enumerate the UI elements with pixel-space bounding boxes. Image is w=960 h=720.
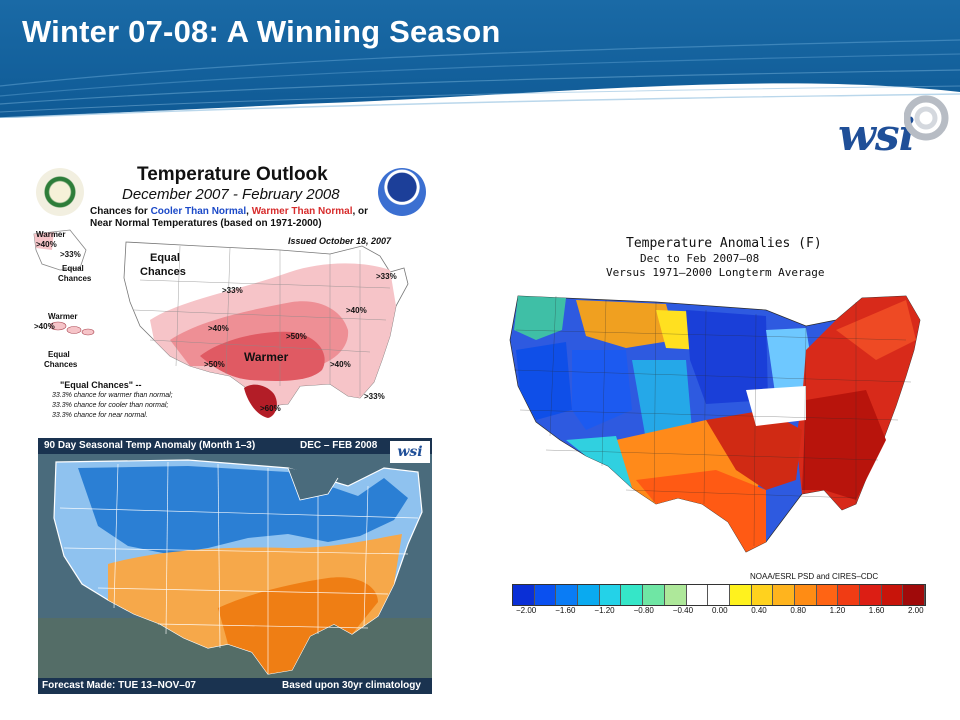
pct-50-b: >50% xyxy=(204,360,225,369)
wsi-forecast-graphic xyxy=(38,438,432,694)
equal-chances-line-3: 33.3% chance for near normal. xyxy=(52,412,148,419)
pct-40-a: >40% xyxy=(208,324,229,333)
scale-swatch xyxy=(534,585,557,605)
pct-33-c: >33% xyxy=(364,392,385,401)
anomalies-credit: NOAA/ESRL PSD and CIRES–CDC xyxy=(750,572,879,581)
commerce-seal-icon xyxy=(36,168,84,216)
scale-swatch xyxy=(556,585,579,605)
forecast-header-bar: 90 Day Seasonal Temp Anomaly (Month 1–3)… xyxy=(38,438,432,454)
anomalies-subtitle: Dec to Feb 2007–08 xyxy=(640,252,760,265)
ak-equal-label-1: Equal xyxy=(62,264,84,273)
outlook-subtitle: December 2007 - February 2008 xyxy=(122,186,340,203)
scale-tick-label: −1.60 xyxy=(555,606,576,615)
outlook-title: Temperature Outlook xyxy=(137,164,328,185)
pct-60: >60% xyxy=(260,404,281,413)
noaa-outlook-map: Temperature Outlook December 2007 - Febr… xyxy=(30,160,435,435)
forecast-footer-bar: Forecast Made: TUE 13–NOV–07 Based upon … xyxy=(38,678,432,694)
forecast-footer-left: Forecast Made: TUE 13–NOV–07 xyxy=(42,680,196,691)
forecast-footer-right: Based upon 30yr climatology xyxy=(282,680,421,691)
desc-suffix: , or xyxy=(352,206,369,217)
desc-prefix: Chances for xyxy=(90,206,151,217)
main-equal-label-2: Chances xyxy=(140,266,186,278)
warmer-label: Warmer Than Normal xyxy=(251,206,353,217)
anomaly-color-scale xyxy=(512,584,926,606)
anomalies-title: Temperature Anomalies (F) xyxy=(626,236,822,251)
scale-tick-label: 0.80 xyxy=(790,606,806,615)
scale-tick-label: 1.20 xyxy=(829,606,846,615)
ak-33-label: >33% xyxy=(60,250,81,259)
scale-swatch xyxy=(708,585,730,605)
ak-warmer-label: Warmer xyxy=(36,230,66,239)
wsi-logo-text: wsi xyxy=(838,110,915,161)
cooler-label: Cooler Than Normal xyxy=(150,206,247,217)
scale-tick-label: 0.00 xyxy=(712,606,728,615)
outlook-description: Chances for Cooler Than Normal, Warmer T… xyxy=(90,206,368,217)
wsi-swirl-icon xyxy=(904,95,949,141)
scale-swatch xyxy=(729,585,752,605)
desc-sep: , xyxy=(246,206,252,217)
ak-40-label: >40% xyxy=(36,240,57,249)
scale-tick-label: −0.80 xyxy=(633,606,654,615)
anomaly-scale-labels: −2.00 −1.60 −1.20 −0.80 −0.40 0.00 0.40 0.80 1.2… xyxy=(512,606,924,618)
scale-tick-label: −2.00 xyxy=(516,606,537,615)
scale-swatch xyxy=(686,585,709,605)
ak-equal-label-2: Chances xyxy=(58,274,92,283)
slide-title: Winter 07-08: A Winning Season xyxy=(22,14,501,49)
noaa-logo-icon xyxy=(378,168,426,216)
scale-swatch xyxy=(621,585,644,605)
anomalies-map-graphic xyxy=(509,295,921,553)
scale-swatch xyxy=(838,585,860,605)
scale-tick-label: 2.00 xyxy=(908,606,924,615)
scale-tick-label: −0.40 xyxy=(672,606,694,615)
scale-swatch xyxy=(794,585,817,605)
temperature-anomalies-map: Temperature Anomalies (F) Dec to Feb 200… xyxy=(506,232,928,622)
scale-swatch xyxy=(513,585,535,605)
scale-swatch xyxy=(816,585,839,605)
hi-40-label: >40% xyxy=(34,322,55,331)
scale-swatch xyxy=(664,585,687,605)
scale-swatch xyxy=(860,585,882,605)
scale-tick-label: −1.20 xyxy=(594,606,615,615)
issued-date: Issued October 18, 2007 xyxy=(288,236,392,246)
scale-tick-label: 0.40 xyxy=(751,606,767,615)
scale-swatch xyxy=(881,585,904,605)
wsi-logo: wsi xyxy=(838,92,950,162)
slide-header: Winter 07-08: A Winning Season xyxy=(0,0,960,118)
hi-equal-label-2: Chances xyxy=(44,360,78,369)
scale-swatch xyxy=(903,585,926,605)
hi-warmer-label: Warmer xyxy=(48,312,78,321)
equal-chances-line-2: 33.3% chance for cooler than normal; xyxy=(52,402,169,409)
outlook-map-graphic xyxy=(33,229,409,418)
forecast-mini-logo: wsi xyxy=(390,441,430,463)
pct-50-a: >50% xyxy=(286,332,307,341)
equal-chances-line-1: 33.3% chance for warmer than normal; xyxy=(52,392,173,399)
outlook-description-line2: Near Normal Temperatures (based on 1971-… xyxy=(90,218,322,229)
scale-swatch xyxy=(578,585,600,605)
forecast-header-left: 90 Day Seasonal Temp Anomaly (Month 1–3) xyxy=(44,440,256,451)
header-wave-graphic xyxy=(0,0,960,118)
main-equal-label-1: Equal xyxy=(150,252,180,264)
scale-swatch xyxy=(773,585,795,605)
pct-40-c: >40% xyxy=(330,360,351,369)
pct-33-b: >33% xyxy=(376,272,397,281)
scale-tick-label: 1.60 xyxy=(868,606,885,615)
wsi-forecast-map: 90 Day Seasonal Temp Anomaly (Month 1–3)… xyxy=(38,438,432,694)
equal-chances-heading: "Equal Chances" -- xyxy=(60,380,142,390)
scale-swatch xyxy=(599,585,622,605)
scale-swatch xyxy=(751,585,774,605)
forecast-header-right: DEC – FEB 2008 xyxy=(300,440,378,451)
main-warmer-label: Warmer xyxy=(244,350,289,364)
scale-swatch xyxy=(643,585,665,605)
hi-equal-label-1: Equal xyxy=(48,350,70,359)
anomalies-subtitle2: Versus 1971–2000 Longterm Average xyxy=(606,266,825,279)
pct-33-a: >33% xyxy=(222,286,243,295)
pct-40-b: >40% xyxy=(346,306,367,315)
